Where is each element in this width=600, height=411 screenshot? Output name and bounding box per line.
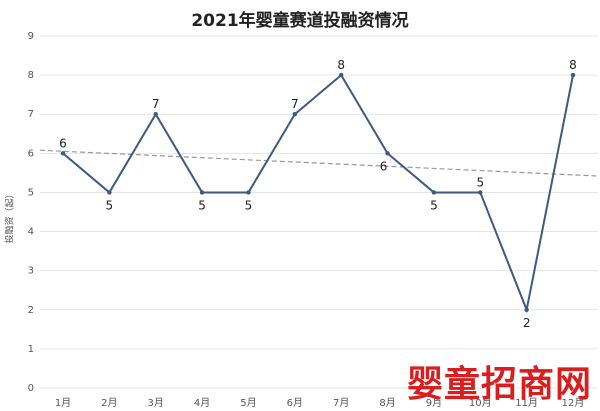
data-point — [107, 190, 112, 195]
data-label: 5 — [430, 198, 438, 212]
y-tick-labels: 0 1 2 3 4 5 6 7 8 9 — [28, 31, 34, 394]
x-tick-label: 6月 — [287, 397, 303, 409]
series-line — [62, 73, 574, 314]
data-label: 8 — [337, 58, 345, 72]
x-tick-label: 4月 — [194, 397, 210, 409]
data-label: 2 — [523, 316, 531, 330]
data-label: 5 — [476, 175, 484, 189]
y-tick-label: 4 — [28, 227, 34, 238]
data-label: 5 — [245, 198, 253, 212]
y-tick-label: 8 — [28, 70, 34, 81]
data-label: 7 — [152, 97, 160, 111]
y-tick-label: 9 — [28, 31, 34, 42]
y-tick-label: 7 — [28, 109, 34, 120]
x-tick-label: 12月 — [562, 397, 585, 409]
data-point — [478, 190, 483, 195]
data-label: 6 — [59, 136, 67, 150]
data-label: 5 — [106, 198, 114, 212]
x-tick-labels: 1月 2月 3月 4月 5月 6月 7月 8月 9月 10月 11月 12月 — [55, 397, 585, 409]
data-point — [385, 151, 390, 156]
grid-lines — [40, 35, 598, 389]
data-point — [153, 112, 158, 117]
x-tick-label: 8月 — [379, 397, 395, 409]
data-labels: 6 5 7 5 5 7 8 6 5 5 2 8 — [59, 58, 577, 330]
x-tick-label: 1月 — [55, 397, 71, 409]
data-point — [292, 112, 298, 117]
x-tick-label: 7月 — [333, 397, 349, 409]
data-point — [524, 307, 529, 312]
watermark-logo: 婴童招商网 — [406, 364, 592, 405]
data-point — [338, 72, 344, 78]
chart-title: 2021年婴童赛道投融资情况 — [191, 11, 409, 31]
x-tick-label: 5月 — [240, 397, 256, 409]
x-tick-label: 10月 — [469, 397, 492, 409]
data-point — [570, 72, 576, 78]
data-label: 5 — [198, 198, 206, 212]
data-point — [246, 190, 251, 195]
y-tick-label: 0 — [28, 383, 34, 394]
data-label: 8 — [569, 58, 577, 72]
x-tick-label: 11月 — [515, 397, 538, 409]
x-tick-label: 9月 — [426, 397, 442, 409]
y-tick-label: 1 — [28, 344, 34, 355]
y-tick-label: 5 — [28, 187, 34, 198]
y-tick-label: 2 — [28, 305, 34, 316]
data-label: 6 — [380, 159, 388, 173]
data-label: 7 — [291, 97, 299, 111]
data-points — [60, 72, 576, 312]
data-point — [431, 190, 437, 195]
y-tick-label: 6 — [28, 148, 34, 159]
x-tick-label: 3月 — [148, 397, 164, 409]
data-point — [199, 190, 205, 195]
trend-line — [39, 149, 599, 177]
data-point — [60, 151, 66, 156]
x-tick-label: 2月 — [101, 397, 117, 409]
y-tick-label: 3 — [28, 266, 34, 277]
